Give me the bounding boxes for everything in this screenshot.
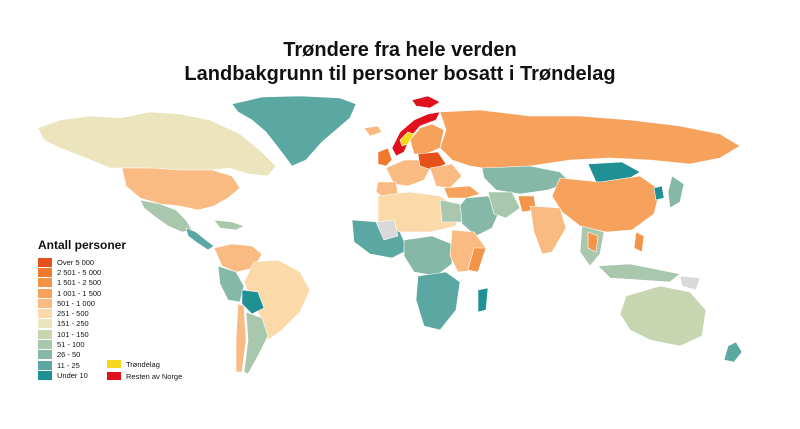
region-india <box>529 205 567 255</box>
legend-label: 1 501 - 2 500 <box>57 278 102 288</box>
legend-item: 1 501 - 2 500 <box>38 278 126 288</box>
region-caribbean <box>213 219 245 231</box>
legend: Antall personer Over 5 000 2 501 - 5 000 1… <box>38 238 126 381</box>
legend-item: Under 10 <box>38 370 126 380</box>
legend-item: 1 001 - 1 500 <box>38 288 126 298</box>
region-iran <box>487 191 521 219</box>
legend-extra-item: Resten av Norge <box>107 370 182 382</box>
region-uk <box>377 147 393 167</box>
region-madagascar <box>477 287 489 313</box>
region-philippines <box>633 231 645 253</box>
legend-label: 151 - 250 <box>57 319 89 329</box>
region-eastern-europe <box>429 163 463 189</box>
legend-item: 26 - 50 <box>38 350 126 360</box>
legend-swatch <box>38 350 52 360</box>
region-egypt <box>439 199 463 223</box>
legend-extra-item: Trøndelag <box>107 358 182 370</box>
legend-title: Antall personer <box>38 238 127 252</box>
region-southern-africa <box>415 271 461 331</box>
legend-extra: Trøndelag Resten av Norge <box>107 358 182 382</box>
legend-label: Under 10 <box>57 370 88 380</box>
legend-item: 501 - 1 000 <box>38 298 126 308</box>
legend-swatch <box>38 278 52 288</box>
region-central-africa <box>403 235 453 277</box>
region-new-zealand <box>723 341 743 363</box>
legend-item: 101 - 150 <box>38 329 126 339</box>
legend-swatch <box>38 340 52 350</box>
legend-swatch <box>38 370 52 380</box>
map-title-line2: Landbakgrunn til personer bosatt i Trønd… <box>184 63 616 85</box>
region-indonesia <box>597 263 681 283</box>
region-thailand <box>587 231 599 253</box>
legend-label: 101 - 150 <box>57 329 89 339</box>
region-usa <box>121 167 241 211</box>
legend-swatch <box>38 267 52 277</box>
region-colombia <box>213 243 263 273</box>
region-central-asia <box>481 165 571 195</box>
legend-swatch <box>38 329 52 339</box>
map-title-line1: Trøndere fra hele verden <box>283 39 517 61</box>
region-korea <box>653 185 665 201</box>
legend-label: 501 - 1 000 <box>57 298 95 308</box>
region-iceland <box>363 125 383 137</box>
region-bolivia <box>241 289 265 315</box>
region-svalbard <box>411 95 441 109</box>
legend-label: 11 - 25 <box>57 360 80 370</box>
legend-label: 2 501 - 5 000 <box>57 267 102 277</box>
legend-swatch <box>38 360 52 370</box>
region-nordics <box>409 123 445 155</box>
legend-swatch <box>38 288 52 298</box>
region-chile <box>235 303 247 373</box>
legend-label: 1 001 - 1 500 <box>57 288 102 298</box>
region-canada <box>37 111 277 177</box>
region-turkey <box>443 185 481 199</box>
region-australia <box>619 285 707 347</box>
legend-swatch <box>38 298 52 308</box>
region-japan <box>667 175 685 209</box>
region-argentina <box>243 311 269 375</box>
legend-label: 51 - 100 <box>57 340 85 350</box>
region-china <box>551 175 661 233</box>
region-png <box>679 275 701 291</box>
legend-swatch <box>38 257 52 267</box>
legend-extra-swatch <box>107 372 121 380</box>
legend-label: 26 - 50 <box>57 350 81 360</box>
legend-item: 51 - 100 <box>38 339 126 350</box>
legend-item: 151 - 250 <box>38 319 126 329</box>
legend-label: Over 5 000 <box>57 257 95 267</box>
legend-item: 251 - 500 <box>38 308 126 319</box>
region-central-america <box>185 227 215 251</box>
legend-item: 2 501 - 5 000 <box>38 267 126 277</box>
legend-swatch <box>38 319 52 329</box>
region-russia <box>439 109 741 171</box>
legend-label: 251 - 500 <box>57 309 89 319</box>
legend-extra-label: Trøndelag <box>126 359 160 369</box>
legend-swatch <box>38 309 52 319</box>
legend-extra-swatch <box>107 360 121 368</box>
legend-item: Over 5 000 <box>38 257 126 267</box>
legend-extra-label: Resten av Norge <box>126 371 183 381</box>
legend-item: 11 - 25 <box>38 360 126 370</box>
region-greenland <box>231 95 357 167</box>
region-peru <box>217 265 245 303</box>
region-no-data-africa <box>375 219 399 241</box>
region-somalia <box>467 247 487 273</box>
legend-scale: Over 5 000 2 501 - 5 000 1 501 - 2 500 1 00… <box>38 257 126 381</box>
